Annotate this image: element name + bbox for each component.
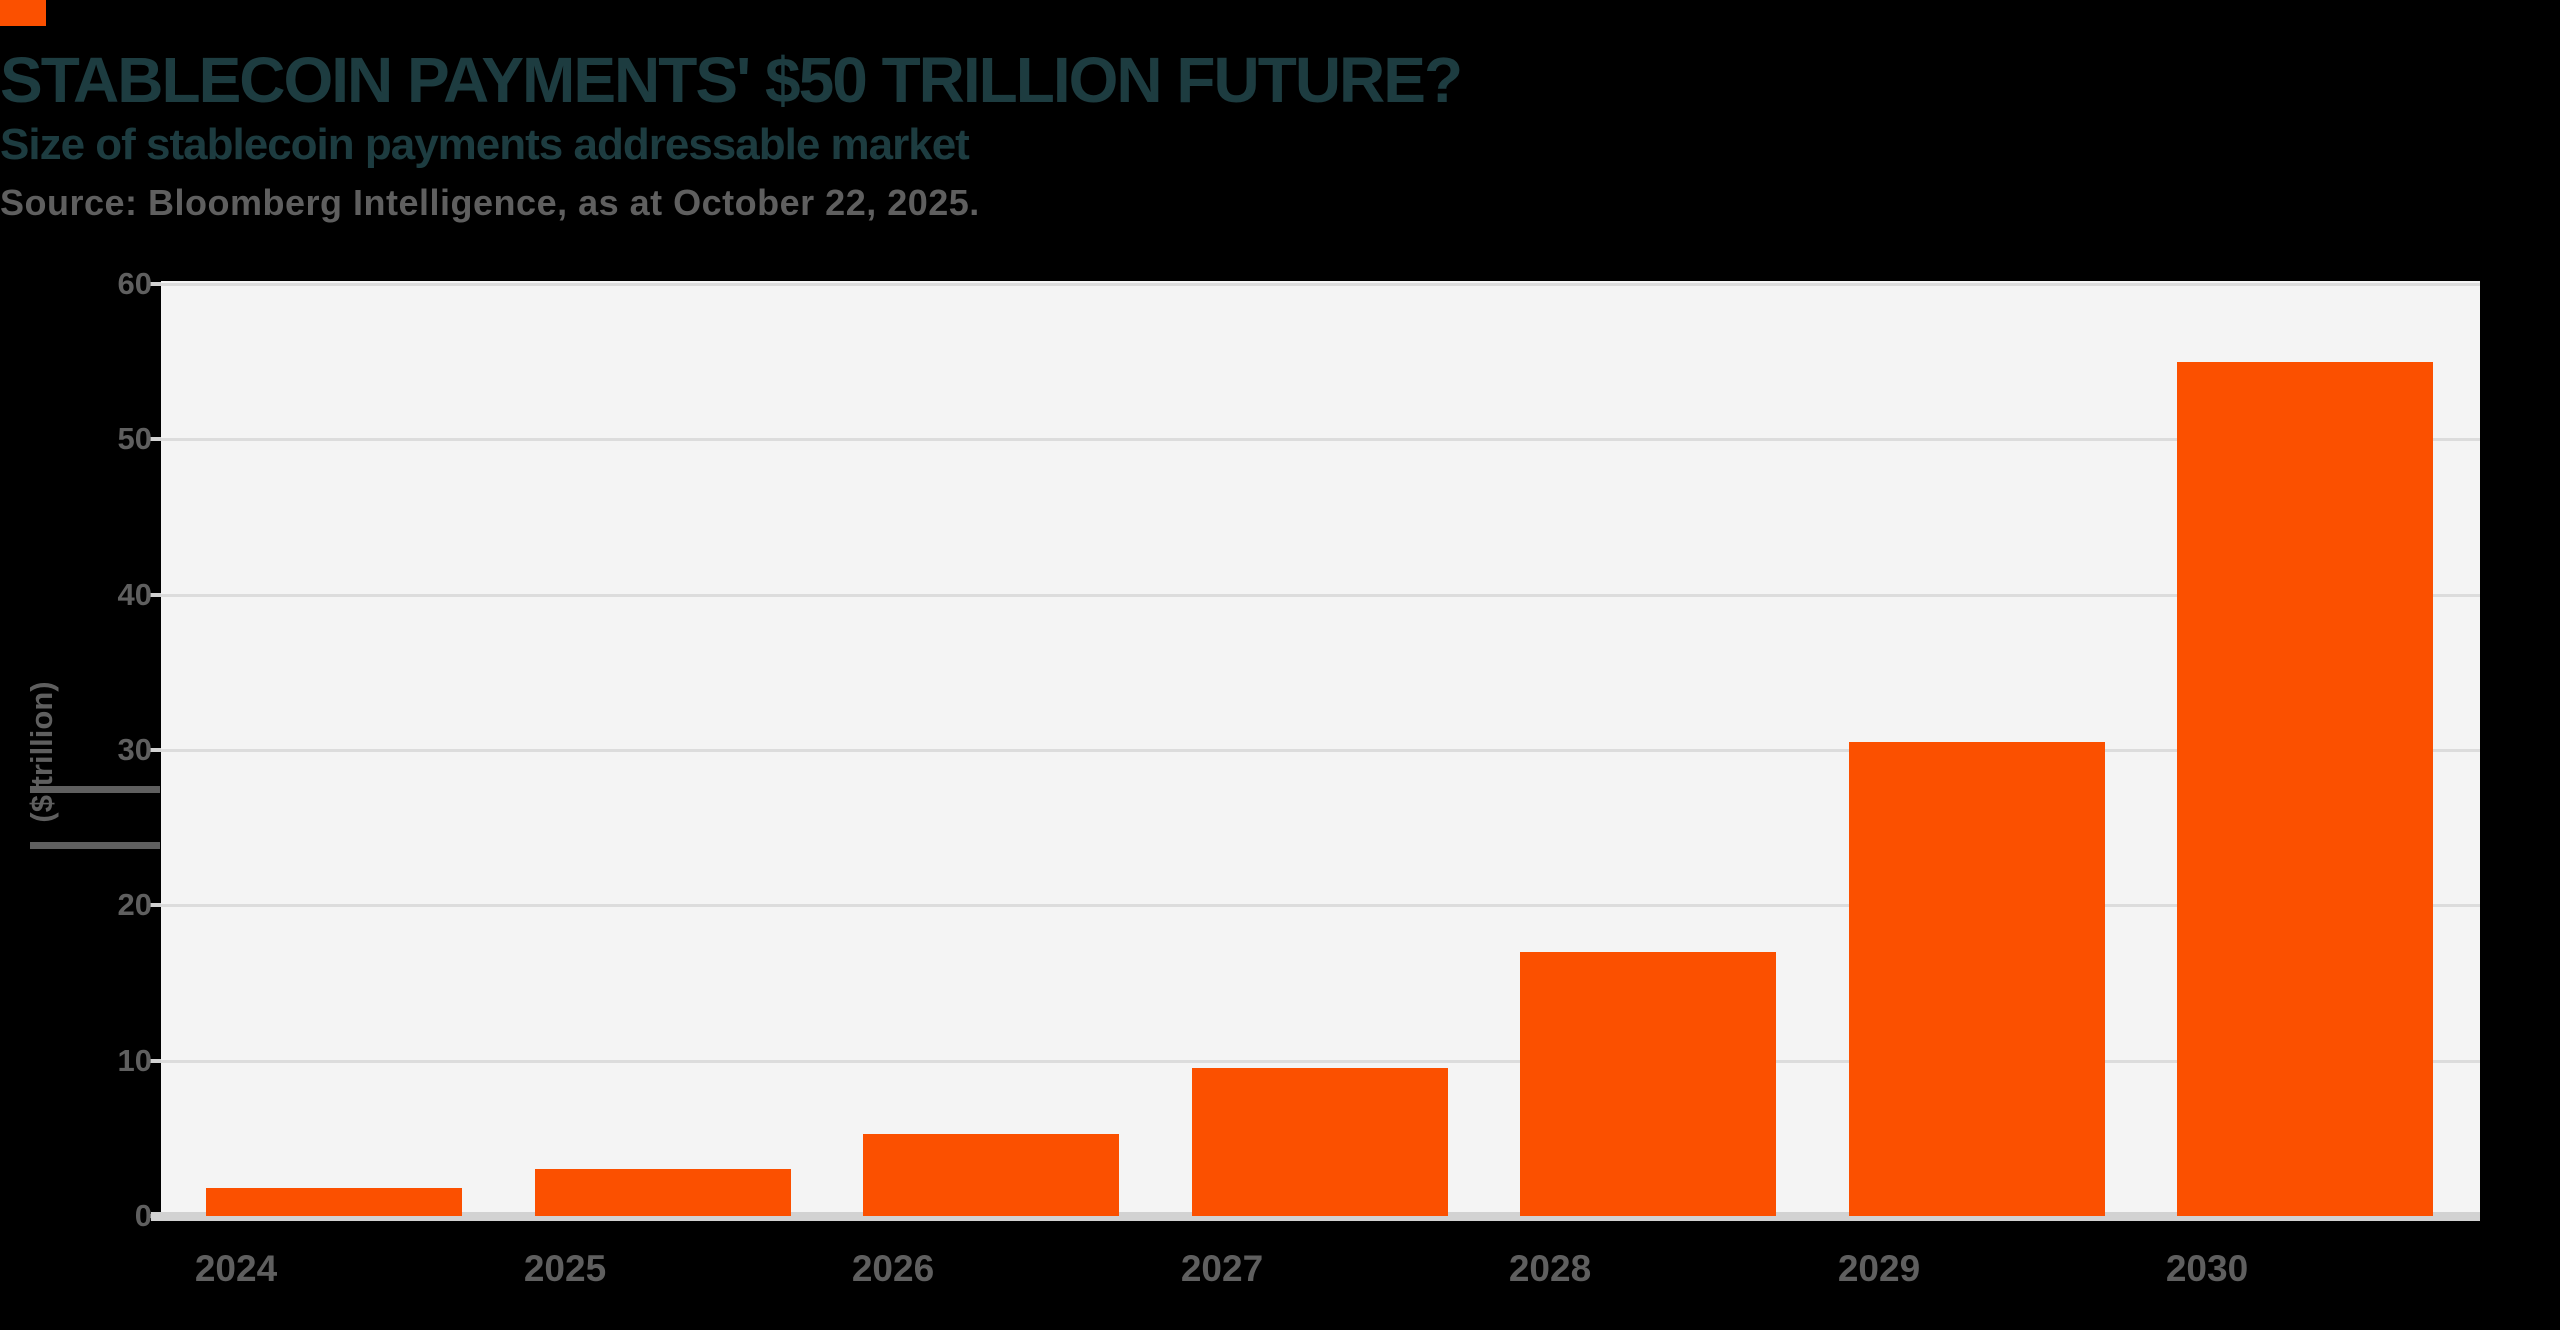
bar-2025: [535, 1169, 791, 1216]
y-axis-tick-mark: [149, 748, 161, 752]
x-tick-label-2028: 2028: [1508, 1248, 1592, 1289]
x-axis-baseline: [151, 1212, 2480, 1221]
y-tick-label: 40: [117, 576, 152, 612]
bar-2028: [1520, 952, 1776, 1216]
x-tick-label-2026: 2026: [851, 1248, 935, 1289]
y-tick-label: 50: [117, 421, 152, 457]
x-tick-label-2030: 2030: [2165, 1248, 2249, 1289]
y-tick-label: 30: [117, 732, 152, 767]
y-axis-tick-mark: [149, 437, 161, 442]
y-axis-title: ($ trillion): [24, 681, 59, 823]
y-tick-label: 20: [117, 887, 152, 923]
bar-2027: [1192, 1068, 1448, 1216]
bar-2030: [2177, 362, 2433, 1216]
plot-area: [151, 281, 2480, 1221]
bar-2024: [206, 1188, 462, 1216]
brand-accent-square: [0, 0, 46, 26]
x-tick-label-2027: 2027: [1180, 1248, 1264, 1289]
y-axis-tick-mark: [149, 1058, 161, 1063]
y-axis-annotation-dash-bottom: [30, 842, 160, 849]
gridline: [161, 749, 2480, 752]
chart-subtitle: Size of stablecoin payments addressable …: [0, 120, 970, 169]
chart-title: STABLECOIN PAYMENTS' $50 TRILLION FUTURE…: [0, 44, 1463, 116]
x-tick-label-2029: 2029: [1837, 1248, 1921, 1289]
y-axis-annotation-dash-top: [30, 786, 160, 793]
x-tick-label-2025: 2025: [523, 1248, 607, 1289]
y-axis-tick-mark: [149, 282, 161, 286]
gridline: [161, 283, 2480, 286]
bar-2026: [863, 1134, 1119, 1216]
gridline: [161, 593, 2480, 597]
chart-source: Source: Bloomberg Intelligence, as at Oc…: [0, 182, 980, 223]
gridline: [161, 904, 2480, 908]
y-tick-label: 0: [134, 1198, 152, 1233]
x-tick-label-2024: 2024: [194, 1248, 278, 1289]
y-axis-tick-mark: [149, 903, 161, 908]
y-axis-tick-mark: [149, 592, 161, 597]
gridline: [161, 1059, 2480, 1063]
gridline: [161, 438, 2480, 442]
y-tick-label: 60: [117, 266, 152, 301]
bar-2029: [1849, 742, 2105, 1216]
y-tick-label: 10: [117, 1042, 152, 1078]
